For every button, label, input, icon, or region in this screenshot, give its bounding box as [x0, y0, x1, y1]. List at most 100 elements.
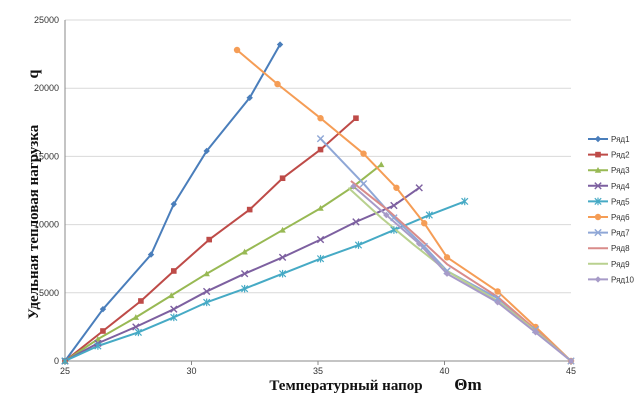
series-5-point — [94, 342, 102, 350]
series-6-point — [421, 220, 428, 227]
series-3-point — [279, 226, 286, 233]
series-3-line — [64, 163, 382, 362]
y-tick-labels: 0 5000 10000 15000 20000 25000 — [34, 15, 59, 366]
series-6-point — [317, 115, 324, 122]
x-tick-label: 45 — [566, 366, 576, 376]
series-2-point — [353, 115, 359, 122]
series-6-point — [233, 46, 241, 54]
series-7-point — [420, 242, 428, 251]
series-6-line — [236, 49, 572, 362]
y-tick-label: 0 — [54, 356, 59, 366]
series-5-point — [134, 328, 142, 337]
y-tick-label: 25000 — [34, 15, 59, 25]
series-10-point — [494, 299, 501, 306]
series-2-legend-marker — [595, 151, 601, 158]
series-4-point — [278, 253, 287, 262]
series-7-legend-marker — [594, 228, 602, 237]
series-1-legend-marker — [594, 135, 602, 143]
series-7-point — [359, 179, 368, 188]
series-3-point — [203, 270, 210, 277]
x-tick-label: 35 — [313, 366, 323, 376]
series-4-point — [202, 287, 211, 296]
series-6-legend-marker — [594, 213, 602, 221]
series-6-point — [443, 254, 451, 261]
x-tick-label: 30 — [186, 366, 196, 376]
series-10-point — [567, 357, 575, 365]
series-markers — [61, 41, 575, 365]
series-6-point — [494, 288, 501, 295]
y-axis-symbol: q — [25, 69, 42, 78]
series-5-point — [241, 284, 249, 293]
series-5-legend-label: Ряд5 — [611, 197, 630, 206]
series-6-point — [360, 150, 367, 157]
series-10-point — [532, 329, 539, 336]
series-5-point — [61, 357, 69, 365]
series-1-legend-label: Ряд1 — [611, 135, 630, 144]
series-5-point — [316, 254, 325, 263]
series-10-legend-label: Ряд10 — [611, 275, 635, 284]
series-10-point — [416, 240, 423, 247]
series-4-point — [240, 270, 249, 278]
x-axis-symbol: Θm — [454, 375, 481, 394]
series-1-point — [170, 200, 177, 208]
series-4-legend-label: Ряд4 — [611, 182, 630, 191]
series-7-legend-label: Ряд7 — [611, 229, 630, 238]
series-4-point — [415, 184, 423, 192]
series-7-point — [493, 294, 502, 302]
x-tick-labels: 25 30 35 40 45 — [60, 366, 576, 376]
x-axis-title: Температурный напор — [269, 378, 422, 394]
x-tick-label: 25 — [60, 366, 70, 376]
series-4-legend-marker — [594, 182, 602, 190]
series-3-legend-label: Ряд3 — [611, 166, 630, 175]
series-2-point — [138, 298, 144, 304]
x-tick-label: 40 — [439, 366, 449, 376]
series-3-point — [378, 161, 385, 168]
series-5-legend-marker — [594, 197, 602, 206]
series-2-point — [100, 328, 106, 334]
series-5-point — [461, 197, 469, 206]
series-5-point — [354, 241, 363, 249]
series-4-point — [316, 235, 325, 244]
series-4-point — [170, 305, 178, 313]
series-5-point — [203, 298, 211, 307]
series-4-point — [352, 218, 360, 226]
series-1-point — [276, 41, 284, 48]
series-2-point — [317, 146, 324, 153]
series-3-legend-marker — [594, 167, 602, 173]
series-3-point — [317, 205, 324, 211]
series-6-point — [274, 80, 281, 88]
series-10-point — [443, 270, 451, 277]
series-4-point — [390, 201, 398, 210]
series-10-legend-marker — [594, 276, 602, 283]
series-2-point — [246, 206, 253, 213]
series-7-point — [316, 134, 325, 143]
series-1-point — [99, 305, 107, 313]
series-8-legend-label: Ряд8 — [611, 244, 630, 253]
series-5-point — [170, 313, 178, 322]
series-1-point — [203, 147, 210, 155]
series-5-point — [425, 211, 433, 219]
series-3-point — [241, 248, 248, 255]
series-10-point — [350, 183, 357, 190]
series-2-legend-label: Ряд2 — [611, 151, 630, 160]
y-tick-label: 15000 — [34, 151, 59, 161]
series-3-point — [168, 292, 175, 299]
series-2-point — [279, 175, 286, 182]
y-axis-title: Удельная тепловая нагрузка — [26, 124, 42, 319]
series-9-legend-label: Ряд9 — [611, 260, 630, 269]
y-tick-label: 5000 — [39, 288, 59, 298]
y-tick-label: 20000 — [34, 83, 59, 93]
y-tick-label: 10000 — [34, 220, 59, 230]
series-2-point — [170, 268, 177, 274]
series-3-point — [94, 335, 102, 342]
series-1-point — [147, 251, 155, 258]
series-5-point — [390, 226, 398, 234]
series-1-point — [246, 94, 253, 101]
series-6-point — [393, 184, 400, 191]
series-3-point — [132, 314, 140, 320]
legend: Ряд1 Ряд2 Ряд3 Ряд4 Ряд5 Ряд6 Ряд7 Ряд8 Ряд9 Ряд1… — [588, 135, 635, 284]
series-6-legend-label: Ряд6 — [611, 213, 630, 222]
series-10-point — [383, 211, 390, 219]
series-5-point — [278, 269, 287, 278]
